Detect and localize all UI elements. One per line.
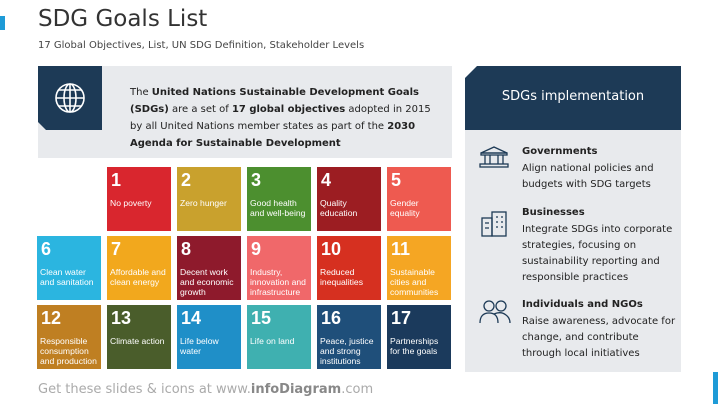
item-title: Individuals and NGOs <box>522 299 643 310</box>
goal-tile: 11 Sustainable cities and communities <box>387 236 451 300</box>
goal-label: Life on land <box>250 336 295 346</box>
goal-number: 7 <box>111 239 122 259</box>
goal-tile: 8 Decent work and economic growth <box>177 236 241 300</box>
goal-label: Gender equality <box>390 198 420 218</box>
goal-label: No poverty <box>110 198 152 208</box>
text-run: 17 global objectives <box>231 104 346 115</box>
goal-tile: 14 Life below water <box>177 305 241 369</box>
item-title: Governments <box>522 146 598 157</box>
item-text: Raise awareness, advocate for change, an… <box>522 316 676 359</box>
item-text: Align national policies and budgets with… <box>522 163 654 190</box>
goal-label: Peace, justice and strong institutions <box>320 336 374 366</box>
notch <box>465 66 477 78</box>
goal-tile: 9 Industry, innovation and infrastructure <box>247 236 311 300</box>
goal-number: 13 <box>111 308 132 328</box>
goal-tile: 6 Clean water and sanitation <box>37 236 101 300</box>
goal-label: Quality education <box>320 198 358 218</box>
goal-number: 9 <box>251 239 262 259</box>
people-icon <box>479 300 511 324</box>
goal-number: 10 <box>321 239 342 259</box>
text-run: adopted in 2015 by all United Nations me… <box>130 104 431 132</box>
goal-number: 5 <box>391 170 402 190</box>
goal-tile: 13 Climate action <box>107 305 171 369</box>
goal-label: Industry, innovation and infrastructure <box>250 267 306 297</box>
goal-label: Decent work and economic growth <box>180 267 234 297</box>
goal-label: Clean water and sanitation <box>40 267 94 287</box>
intro-text: The United Nations Sustainable Developme… <box>130 84 440 152</box>
goal-number: 16 <box>321 308 342 328</box>
text-run: United Nations Sustainable Development G… <box>130 87 419 115</box>
goal-label: Good health and well-being <box>250 198 306 218</box>
goal-number: 3 <box>251 170 262 190</box>
intro-box <box>38 66 452 158</box>
subtitle: 17 Global Objectives, List, UN SDG Defin… <box>38 40 365 51</box>
goal-number: 17 <box>391 308 412 328</box>
goal-tile: 16 Peace, justice and strong institutions <box>317 305 381 369</box>
goal-label: Life below water <box>180 336 219 356</box>
panel-header <box>465 66 681 130</box>
goal-number: 6 <box>41 239 52 259</box>
footer: Get these slides & icons at www.infoDiag… <box>38 382 373 397</box>
text-run: The <box>130 87 152 98</box>
item-title: Businesses <box>522 207 585 218</box>
goal-tile: 7 Affordable and clean energy <box>107 236 171 300</box>
government-icon <box>479 146 509 168</box>
goal-label: Affordable and clean energy <box>110 267 166 287</box>
goal-tile: 2 Zero hunger <box>177 167 241 231</box>
text-run: Get these slides & icons at www. <box>38 382 251 397</box>
title: SDG Goals List <box>38 6 208 32</box>
goal-label: Climate action <box>110 336 165 346</box>
goal-tile: 3 Good health and well-being <box>247 167 311 231</box>
item-text: Integrate SDGs into corporate strategies… <box>522 224 673 283</box>
goal-label: Reduced inequalities <box>320 267 363 287</box>
goal-tile: 15 Life on land <box>247 305 311 369</box>
accent <box>713 372 718 404</box>
accent <box>0 16 5 30</box>
goal-tile: 12 Responsible consumption and production <box>37 305 101 369</box>
globe-icon <box>38 66 102 130</box>
goal-number: 4 <box>321 170 332 190</box>
goal-label: Partnerships for the goals <box>390 336 439 356</box>
goal-label: Sustainable cities and communities <box>390 267 439 297</box>
goal-number: 14 <box>181 308 202 328</box>
goal-number: 12 <box>41 308 62 328</box>
goal-tile: 5 Gender equality <box>387 167 451 231</box>
goal-label: Zero hunger <box>180 198 227 208</box>
goal-number: 15 <box>251 308 272 328</box>
goal-tile: 4 Quality education <box>317 167 381 231</box>
goal-tile: 10 Reduced inequalities <box>317 236 381 300</box>
business-icon <box>481 211 507 237</box>
panel-title: SDGs implementation <box>501 89 645 104</box>
text-run: are a set of <box>168 104 232 115</box>
goal-number: 8 <box>181 239 192 259</box>
goal-number: 1 <box>111 170 122 190</box>
goal-label: Responsible consumption and production <box>40 336 97 366</box>
goal-number: 11 <box>391 239 411 259</box>
text-run: infoDiagram <box>250 382 342 397</box>
goal-tile: 1 No poverty <box>107 167 171 231</box>
goal-number: 2 <box>181 170 192 190</box>
goal-tile: 17 Partnerships for the goals <box>387 305 451 369</box>
text-run: .com <box>341 382 374 397</box>
text-run: 2030 Agenda for Sustainable Development <box>130 121 416 149</box>
